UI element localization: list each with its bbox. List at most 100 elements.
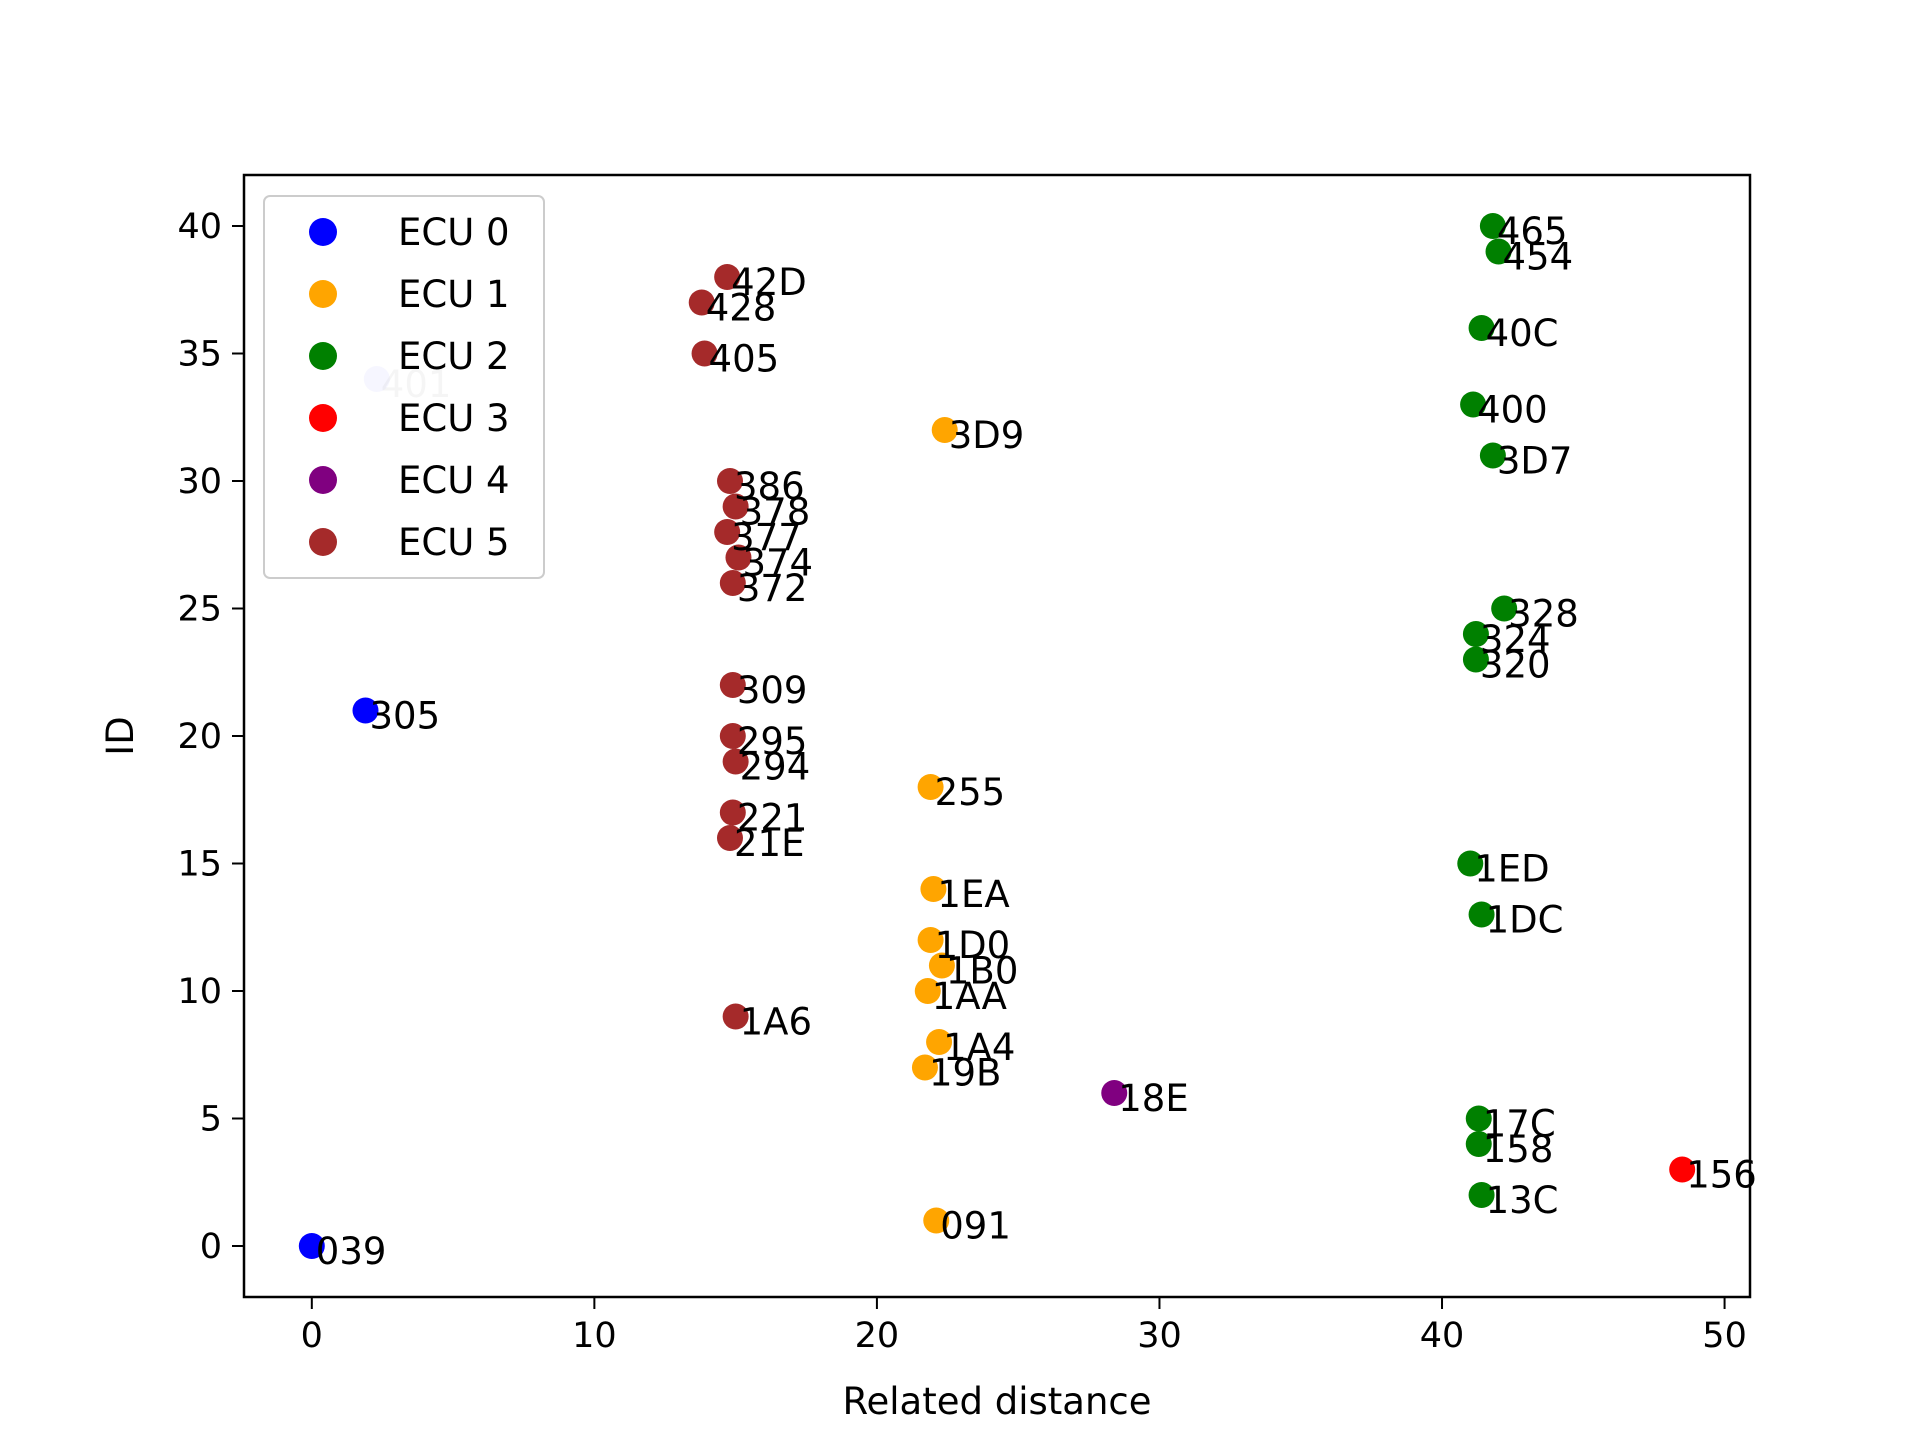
point-label: 405 (709, 338, 780, 381)
point-label: 1A4 (943, 1026, 1015, 1069)
point-label: 454 (1503, 236, 1574, 279)
point-label: 1B0 (946, 950, 1018, 993)
x-axis-ticks: 0 10 20 30 40 50 (301, 1297, 1747, 1356)
data-point (1669, 1156, 1696, 1183)
point-label: 324 (1480, 618, 1551, 661)
y-axis-label: ID (99, 716, 142, 755)
legend-label: ECU 0 (398, 211, 510, 254)
point-label: 42D (731, 261, 807, 304)
data-point (719, 799, 746, 826)
data-point (1468, 1182, 1495, 1208)
point-label: 091 (940, 1205, 1011, 1248)
point-label: 3D7 (1497, 440, 1573, 483)
data-point (1485, 238, 1512, 265)
point-label: 465 (1497, 210, 1568, 253)
data-point (352, 697, 379, 724)
data-point (1457, 850, 1484, 877)
point-label: 320 (1480, 644, 1551, 687)
legend-marker (309, 528, 337, 556)
point-label: 305 (369, 695, 440, 738)
legend-label: ECU 2 (398, 335, 510, 378)
data-point (931, 417, 958, 443)
data-points-layer (298, 213, 1696, 1259)
point-label: 295 (737, 720, 808, 763)
data-point (1462, 621, 1489, 647)
y-tick-label: 40 (177, 207, 222, 247)
data-point (722, 1003, 749, 1030)
point-label: 255 (935, 771, 1006, 814)
point-label: 1EA (937, 873, 1009, 916)
data-point (911, 1054, 938, 1081)
legend-marker (309, 404, 337, 432)
legend-label: ECU 1 (398, 273, 510, 316)
point-label: 40C (1486, 312, 1559, 355)
x-tick-label: 30 (1137, 1316, 1182, 1356)
data-point (719, 672, 746, 698)
data-point (725, 544, 752, 571)
point-label: 294 (740, 746, 811, 789)
x-tick-label: 10 (572, 1316, 617, 1356)
point-label: 1AA (932, 975, 1007, 1018)
point-label: 19B (929, 1052, 1001, 1095)
point-label: 386 (734, 465, 805, 508)
point-label: 039 (316, 1230, 387, 1273)
data-point (920, 876, 947, 902)
point-label: 1ED (1474, 848, 1549, 891)
data-point (716, 825, 743, 851)
data-point (1460, 391, 1487, 418)
data-point (1462, 646, 1489, 673)
x-tick-label: 40 (1420, 1316, 1465, 1356)
point-label: 309 (737, 669, 808, 712)
data-point (688, 289, 715, 316)
data-point (1465, 1105, 1492, 1132)
y-tick-label: 10 (177, 972, 222, 1012)
data-point (722, 493, 749, 520)
legend-marker (309, 218, 337, 246)
y-tick-label: 35 (177, 335, 222, 375)
point-label: 158 (1483, 1128, 1554, 1171)
data-point (714, 264, 741, 290)
point-label: 18E (1118, 1077, 1188, 1120)
point-label: 374 (742, 542, 813, 585)
y-tick-label: 20 (177, 717, 222, 757)
point-label: 156 (1686, 1154, 1757, 1197)
legend-label: ECU 3 (398, 397, 510, 440)
legend-marker (309, 280, 337, 308)
point-label: 13C (1486, 1179, 1559, 1222)
data-point (298, 1233, 325, 1259)
y-tick-label: 0 (200, 1227, 222, 1267)
data-point (914, 978, 941, 1004)
y-tick-label: 15 (177, 845, 222, 885)
data-point (1479, 442, 1506, 469)
point-label: 428 (706, 287, 777, 330)
point-label: 21E (734, 822, 804, 865)
point-label: 1A6 (740, 1001, 812, 1044)
data-point (719, 723, 746, 749)
data-point (923, 1207, 950, 1234)
point-label: 3D9 (949, 414, 1025, 457)
point-label: 17C (1483, 1103, 1556, 1146)
x-tick-label: 0 (301, 1316, 323, 1356)
point-label: 328 (1508, 593, 1579, 636)
data-point (917, 774, 944, 800)
point-label: 1D0 (935, 924, 1011, 967)
x-tick-label: 50 (1702, 1316, 1747, 1356)
point-label: 377 (731, 516, 802, 559)
y-tick-label: 30 (177, 462, 222, 502)
legend: ECU 0 ECU 1 ECU 2 ECU 3 ECU 4 ECU 5 (263, 195, 545, 579)
point-label: 378 (740, 491, 811, 534)
data-point (1468, 315, 1495, 341)
y-tick-label: 25 (177, 590, 222, 630)
y-axis-ticks: 0 5 10 15 20 25 30 35 40 (177, 207, 244, 1267)
point-label: 1DC (1486, 899, 1564, 942)
data-point (691, 340, 718, 367)
data-point (1101, 1080, 1128, 1106)
data-point (926, 1029, 953, 1055)
data-point (1491, 595, 1518, 622)
data-point (928, 952, 955, 979)
data-point (1479, 213, 1506, 239)
data-point (1465, 1131, 1492, 1157)
point-label: 400 (1477, 389, 1548, 432)
data-point (719, 570, 746, 596)
legend-marker (309, 342, 337, 370)
